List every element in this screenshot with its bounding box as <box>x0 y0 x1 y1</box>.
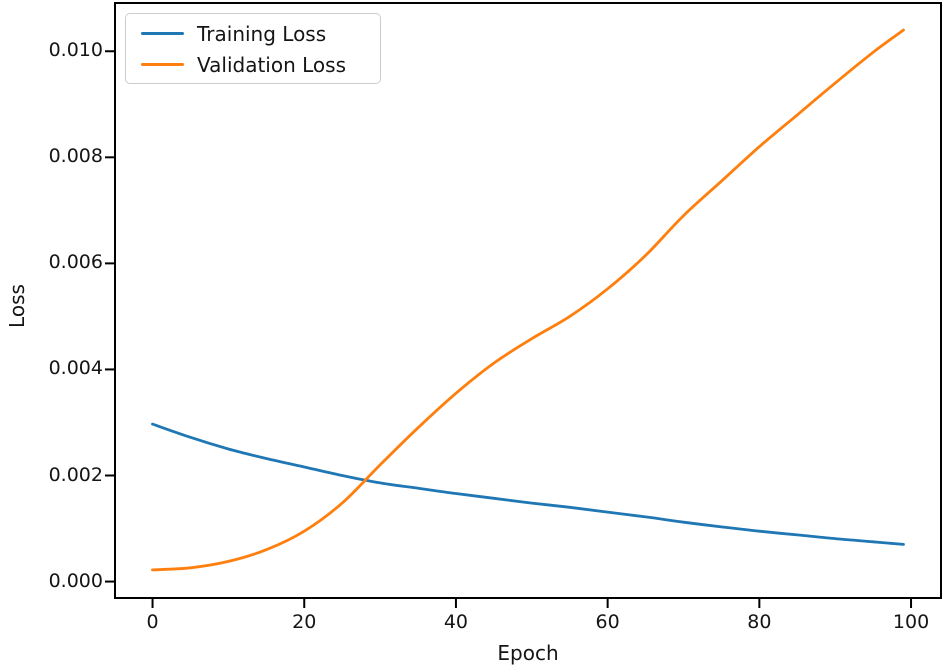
training-loss-line-sample-icon <box>141 31 184 36</box>
training-loss-curve <box>151 422 905 546</box>
x-tick-label: 100 <box>892 611 930 633</box>
x-tick-label: 0 <box>146 611 159 633</box>
x-axis-label: Epoch <box>497 641 559 665</box>
legend-entry-training-loss: Training Loss <box>141 18 380 49</box>
x-tick-label: 60 <box>595 611 620 633</box>
x-tick-label: 80 <box>747 611 772 633</box>
legend-label-training-loss: Training Loss <box>197 21 327 46</box>
legend-entry-validation-loss: Validation Loss <box>141 49 380 80</box>
y-tick-label: 0.002 <box>48 463 103 486</box>
validation-loss-curve <box>151 28 905 572</box>
plot-spines <box>114 2 942 599</box>
y-tick-label: 0.006 <box>48 251 103 274</box>
x-tick-label: 40 <box>443 611 469 633</box>
y-axis-label: Loss <box>5 284 29 328</box>
x-tick-label: 20 <box>292 611 317 633</box>
y-tick-label: 0.000 <box>48 569 103 592</box>
validation-loss-line-sample-icon <box>141 62 184 67</box>
legend-label-validation-loss: Validation Loss <box>197 52 346 77</box>
y-tick-label: 0.008 <box>48 145 103 168</box>
legend: Training Loss Validation Loss <box>125 13 381 84</box>
y-tick-label: 0.010 <box>48 39 103 62</box>
y-tick-label: 0.004 <box>48 357 103 380</box>
